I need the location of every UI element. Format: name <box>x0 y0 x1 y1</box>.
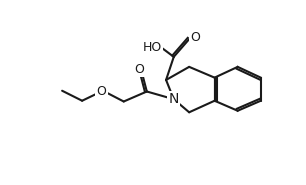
Text: O: O <box>190 31 200 44</box>
Text: HO: HO <box>143 41 162 54</box>
Text: O: O <box>134 63 144 76</box>
Text: O: O <box>96 85 106 98</box>
Text: N: N <box>169 92 179 106</box>
